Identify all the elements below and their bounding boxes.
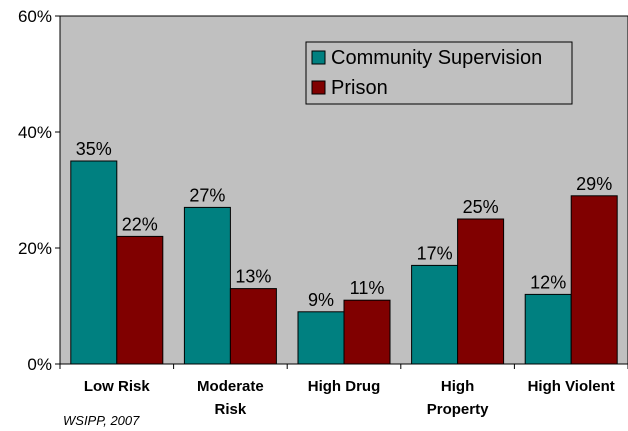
legend: Community Supervision Prison	[305, 41, 573, 105]
bar-prison	[229, 288, 277, 365]
data-label: 12%	[530, 272, 566, 292]
y-tick-label: 20%	[18, 239, 52, 258]
legend-swatch	[311, 80, 326, 95]
data-label: 27%	[189, 185, 225, 205]
legend-box	[305, 41, 573, 105]
bar-community-supervision	[297, 311, 345, 365]
data-label: 35%	[76, 139, 112, 159]
x-tick-label: High Drug	[308, 378, 381, 395]
x-tick-label: Low Risk	[84, 378, 151, 395]
legend-swatch	[311, 50, 326, 65]
x-tick-label: Property	[427, 401, 489, 418]
legend-label: Prison	[331, 77, 388, 99]
data-label: 29%	[576, 174, 612, 194]
data-labels: 35% 22% 27% 13% 9% 11% 17% 25% 12% 29%	[76, 139, 612, 310]
bar-prison	[343, 299, 391, 365]
data-label: 22%	[122, 214, 158, 234]
x-tick-label: High	[441, 378, 474, 395]
bar-community-supervision	[183, 206, 231, 365]
bar-prison	[116, 235, 164, 365]
data-label: 9%	[308, 290, 334, 310]
bar-community-supervision	[70, 160, 118, 365]
bars	[70, 160, 618, 365]
y-tick-label: 40%	[18, 123, 52, 142]
bar-community-supervision	[411, 264, 459, 365]
data-label: 11%	[350, 278, 385, 298]
bar-community-supervision	[524, 293, 572, 365]
x-tick-label: Risk	[215, 401, 247, 418]
x-tick-label: Moderate	[197, 378, 264, 395]
data-label: 13%	[235, 267, 271, 287]
data-label: 25%	[463, 197, 499, 217]
y-tick-label: 0%	[27, 355, 52, 374]
y-tick-label: 60%	[18, 7, 52, 26]
y-axis: 0% 20% 40% 60%	[18, 7, 61, 374]
x-tick-label: High Violent	[528, 378, 615, 395]
x-axis: Low Risk Moderate Risk High Drug High Propert…	[59, 363, 628, 418]
bar-prison	[457, 218, 505, 365]
source-note: WSIPP, 2007	[63, 413, 140, 428]
bar-prison	[570, 195, 618, 365]
data-label: 17%	[417, 243, 453, 263]
legend-label: Community Supervision	[331, 47, 542, 69]
